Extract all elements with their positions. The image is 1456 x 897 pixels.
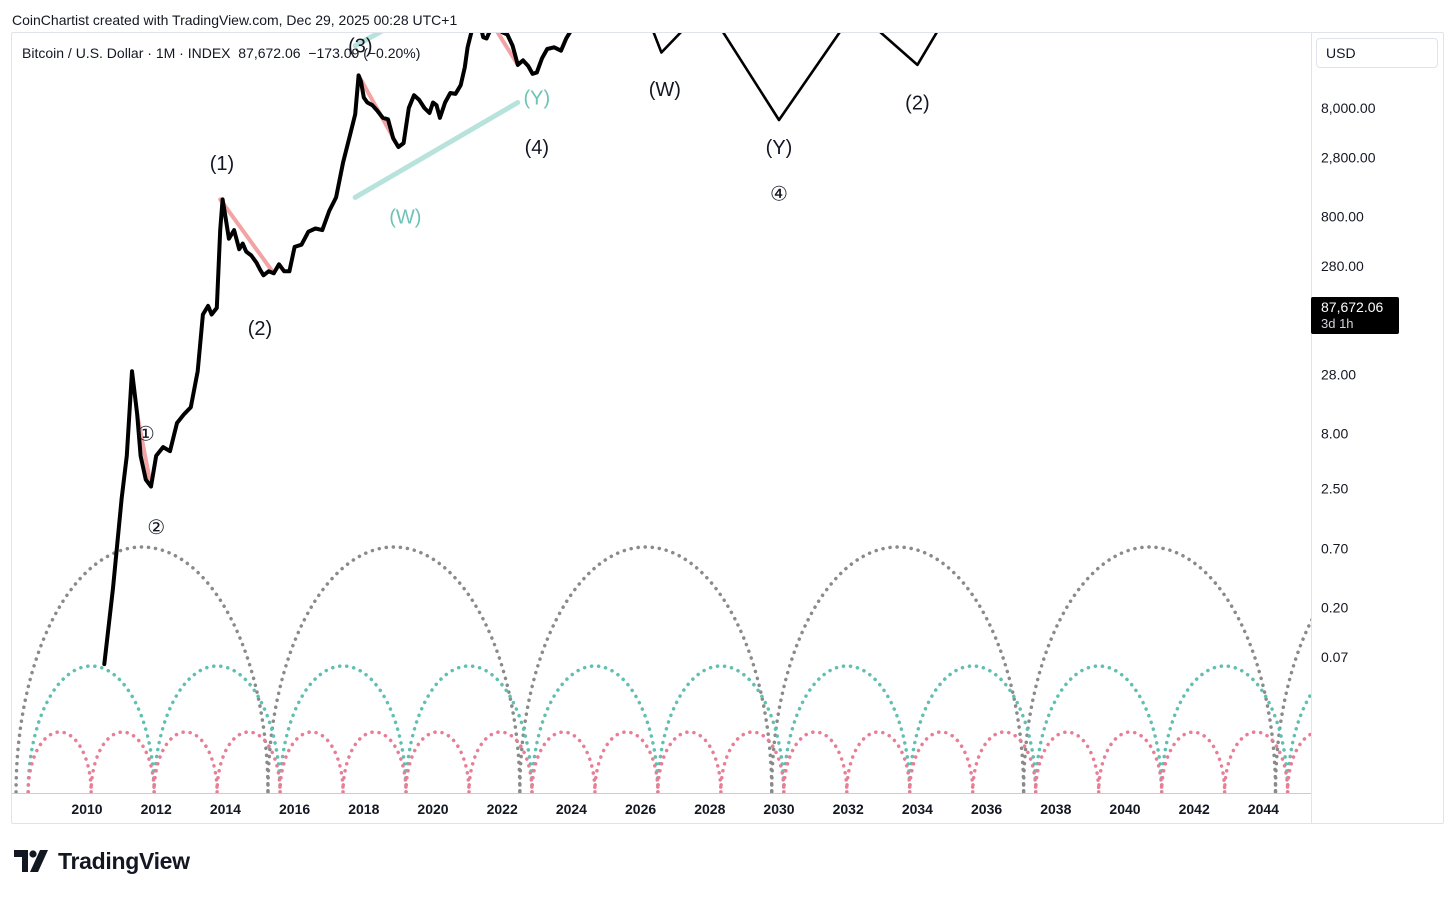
chart-frame — [11, 32, 1444, 824]
time-axis-divider — [12, 793, 1311, 794]
resistance-dashed-line — [639, 6, 917, 13]
bar-countdown: 3d 1h — [1321, 316, 1354, 331]
chart-credit: CoinChartist created with TradingView.co… — [12, 12, 458, 28]
currency-button[interactable]: USD — [1316, 38, 1438, 68]
tradingview-logo: TradingView — [14, 846, 190, 876]
symbol-legend[interactable]: Bitcoin / U.S. Dollar · 1M · INDEX 87,67… — [22, 45, 421, 61]
last-price-dot — [633, 0, 645, 1]
last-price-value: 87,672.06 — [1321, 299, 1384, 315]
price-axis-divider — [1311, 33, 1312, 823]
tradingview-logo-icon — [14, 850, 48, 872]
last-price-tag: 87,672.06 3d 1h — [1311, 297, 1399, 334]
y-tick-label: 80,000.00 — [1321, 0, 1383, 8]
brand-name: TradingView — [58, 847, 190, 874]
